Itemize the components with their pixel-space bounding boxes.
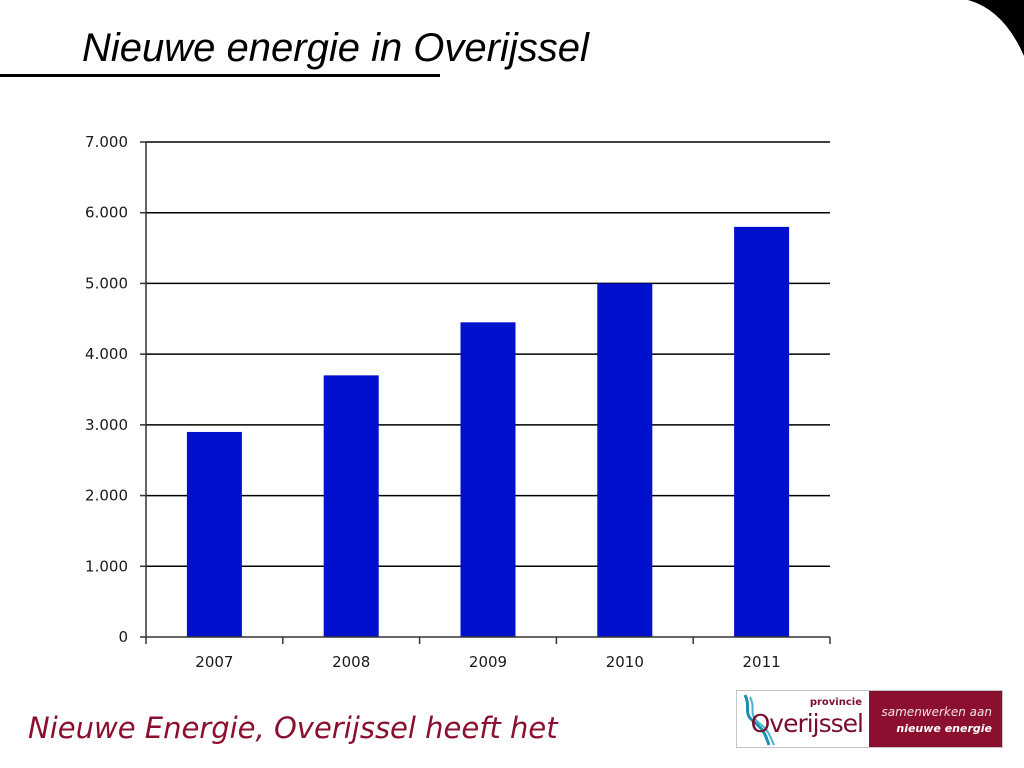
logo-tagline-panel: samenwerken aan nieuwe energie xyxy=(869,691,1002,747)
x-tick-label: 2009 xyxy=(469,653,507,671)
logo-provincie-label: provincie xyxy=(809,697,862,708)
title-underline xyxy=(0,74,440,77)
river-icon xyxy=(743,694,775,746)
axes xyxy=(140,141,831,644)
y-tick-label: 2.000 xyxy=(85,487,128,505)
footer-slogan: Nieuwe Energie, Overijssel heeft het xyxy=(28,711,558,745)
logo-tagline-line-1: samenwerken aan xyxy=(881,705,992,719)
x-tick-label: 2010 xyxy=(606,653,644,671)
bar-2008 xyxy=(323,375,379,637)
bars xyxy=(186,226,790,637)
logo-wordmark: provincie Overijssel xyxy=(737,691,869,747)
bar-2009 xyxy=(460,322,516,637)
logo-tagline-line-2: nieuwe energie xyxy=(896,722,992,735)
y-tick-label: 7.000 xyxy=(85,133,128,151)
bar-2010 xyxy=(597,283,653,637)
bar-chart: 0 1.000 2.000 3.000 4.000 5.000 6.000 7.000 2007… xyxy=(85,133,831,671)
provincie-overijssel-logo: provincie Overijssel samenwerken aan nie… xyxy=(736,690,1003,748)
x-tick-label: 2011 xyxy=(743,653,781,671)
logo-name: Overijssel xyxy=(750,709,864,738)
y-tick-label: 0 xyxy=(118,628,128,646)
bar-2011 xyxy=(734,226,790,637)
bar-2007 xyxy=(186,431,242,637)
y-tick-label: 5.000 xyxy=(85,274,128,292)
y-tick-label: 6.000 xyxy=(85,204,128,222)
slide-title: Nieuwe energie in Overijssel xyxy=(82,26,589,70)
y-tick-label: 1.000 xyxy=(85,557,128,575)
y-tick-label: 4.000 xyxy=(85,345,128,363)
x-tick-label: 2007 xyxy=(195,653,233,671)
x-tick-label: 2008 xyxy=(332,653,370,671)
y-tick-label: 3.000 xyxy=(85,416,128,434)
tick-labels: 0 1.000 2.000 3.000 4.000 5.000 6.000 7.000 2007… xyxy=(85,133,781,671)
corner-shape xyxy=(968,0,1024,56)
